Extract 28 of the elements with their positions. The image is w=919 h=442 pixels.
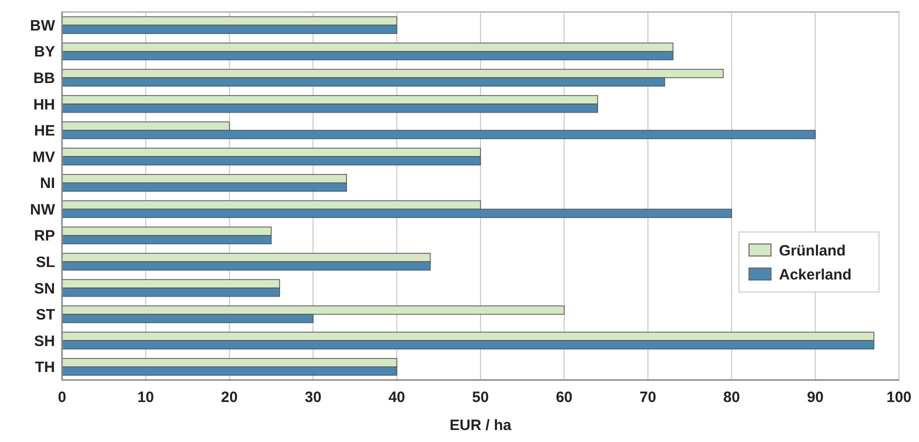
y-tick-label: SL: [36, 254, 55, 271]
y-tick-label: SH: [34, 332, 55, 350]
x-tick-label: 20: [221, 389, 238, 406]
x-tick-label: 50: [472, 389, 489, 406]
legend-label: Grünland: [779, 242, 846, 260]
x-tick-label: 60: [556, 389, 573, 406]
legend-label: Ackerland: [779, 266, 852, 284]
x-tick-label: 70: [640, 389, 656, 406]
y-tick-label: NW: [30, 201, 56, 218]
y-tick-label: BW: [30, 17, 56, 34]
x-tick-label: 10: [137, 389, 154, 406]
y-tick-label: RP: [34, 228, 55, 245]
y-tick-label: SN: [34, 280, 55, 298]
x-tick-label: 80: [723, 389, 740, 406]
y-tick-label: BY: [34, 44, 55, 61]
x-tick-label: 100: [886, 389, 912, 406]
x-tick-label: 0: [58, 389, 66, 406]
y-tick-label: BB: [33, 70, 56, 87]
y-tick-label: HH: [33, 96, 55, 114]
x-tick-label: 30: [304, 389, 322, 406]
y-tick-label: HE: [34, 122, 55, 140]
y-tick-label: NI: [40, 175, 55, 192]
x-tick-label: 40: [388, 389, 406, 406]
y-tick-label: MV: [32, 148, 55, 166]
y-tick-label: ST: [36, 306, 55, 324]
x-tick-label: 90: [806, 389, 824, 406]
x-axis-title: EUR / ha: [450, 417, 512, 434]
y-tick-label: TH: [35, 359, 55, 376]
